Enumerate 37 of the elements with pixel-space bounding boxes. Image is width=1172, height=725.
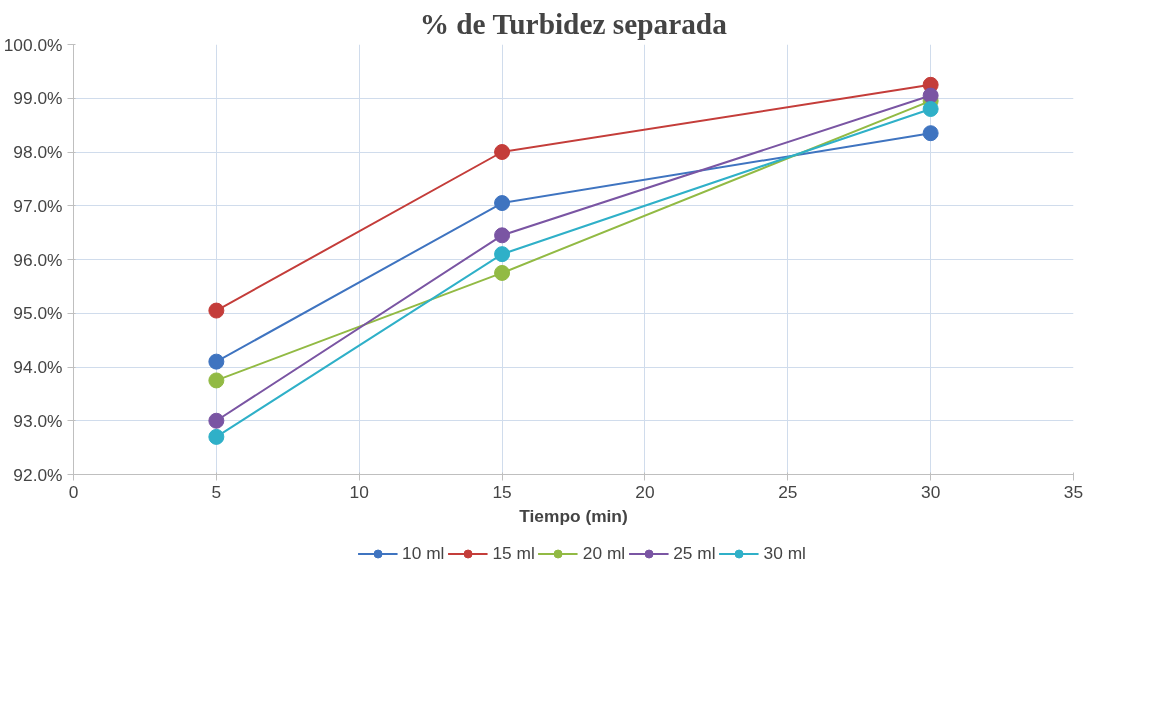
- point: [494, 264, 511, 281]
- x-tick-label: 35: [1063, 481, 1084, 502]
- x-tick-label: 30: [921, 481, 941, 502]
- x-tick-label: 20: [635, 481, 655, 502]
- point: [208, 302, 225, 319]
- x-tick-label: 15: [492, 481, 512, 502]
- point: [494, 227, 511, 244]
- legend-label: 10 ml: [402, 542, 445, 564]
- y-tick-label: 93.0%: [13, 410, 63, 431]
- y-tick-label: 100.0%: [3, 34, 63, 55]
- point: [922, 125, 939, 142]
- y-tick-label: 96.0%: [13, 249, 63, 270]
- y-tick-label: 95.0%: [13, 303, 63, 324]
- x-tick-label: 0: [68, 481, 79, 502]
- point: [208, 353, 225, 370]
- point: [208, 412, 225, 429]
- legend-label: 15 ml: [492, 542, 535, 564]
- y-tick-label: 98.0%: [13, 142, 63, 162]
- chart-title: % de Turbidez separada: [419, 7, 728, 40]
- x-tick-label: 5: [211, 481, 222, 502]
- legend-label: 20 ml: [582, 542, 626, 564]
- point: [922, 101, 939, 117]
- point: [208, 428, 225, 445]
- point: [494, 246, 511, 263]
- y-tick-label: 99.0%: [13, 88, 63, 109]
- point: [922, 87, 939, 104]
- point: [208, 372, 225, 389]
- y-tick-label: 97.0%: [13, 195, 63, 216]
- legend-label: 25 ml: [673, 542, 716, 564]
- y-tick-label: 94.0%: [13, 357, 63, 377]
- x-axis-title: Tiempo (min): [519, 505, 628, 526]
- y-tick-label: 92.0%: [13, 464, 63, 485]
- x-tick-label: 25: [778, 481, 798, 502]
- x-tick-label: 10: [349, 481, 369, 502]
- point: [494, 144, 511, 160]
- legend-label: 30 ml: [763, 542, 806, 564]
- point: [494, 195, 511, 212]
